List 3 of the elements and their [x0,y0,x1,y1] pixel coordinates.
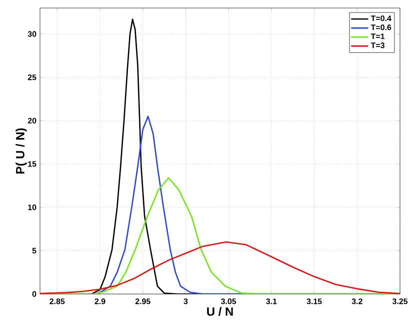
y-axis-title: P( U / N) [16,128,27,174]
line-series [40,241,400,294]
x-axis-title: U / N [207,307,233,316]
